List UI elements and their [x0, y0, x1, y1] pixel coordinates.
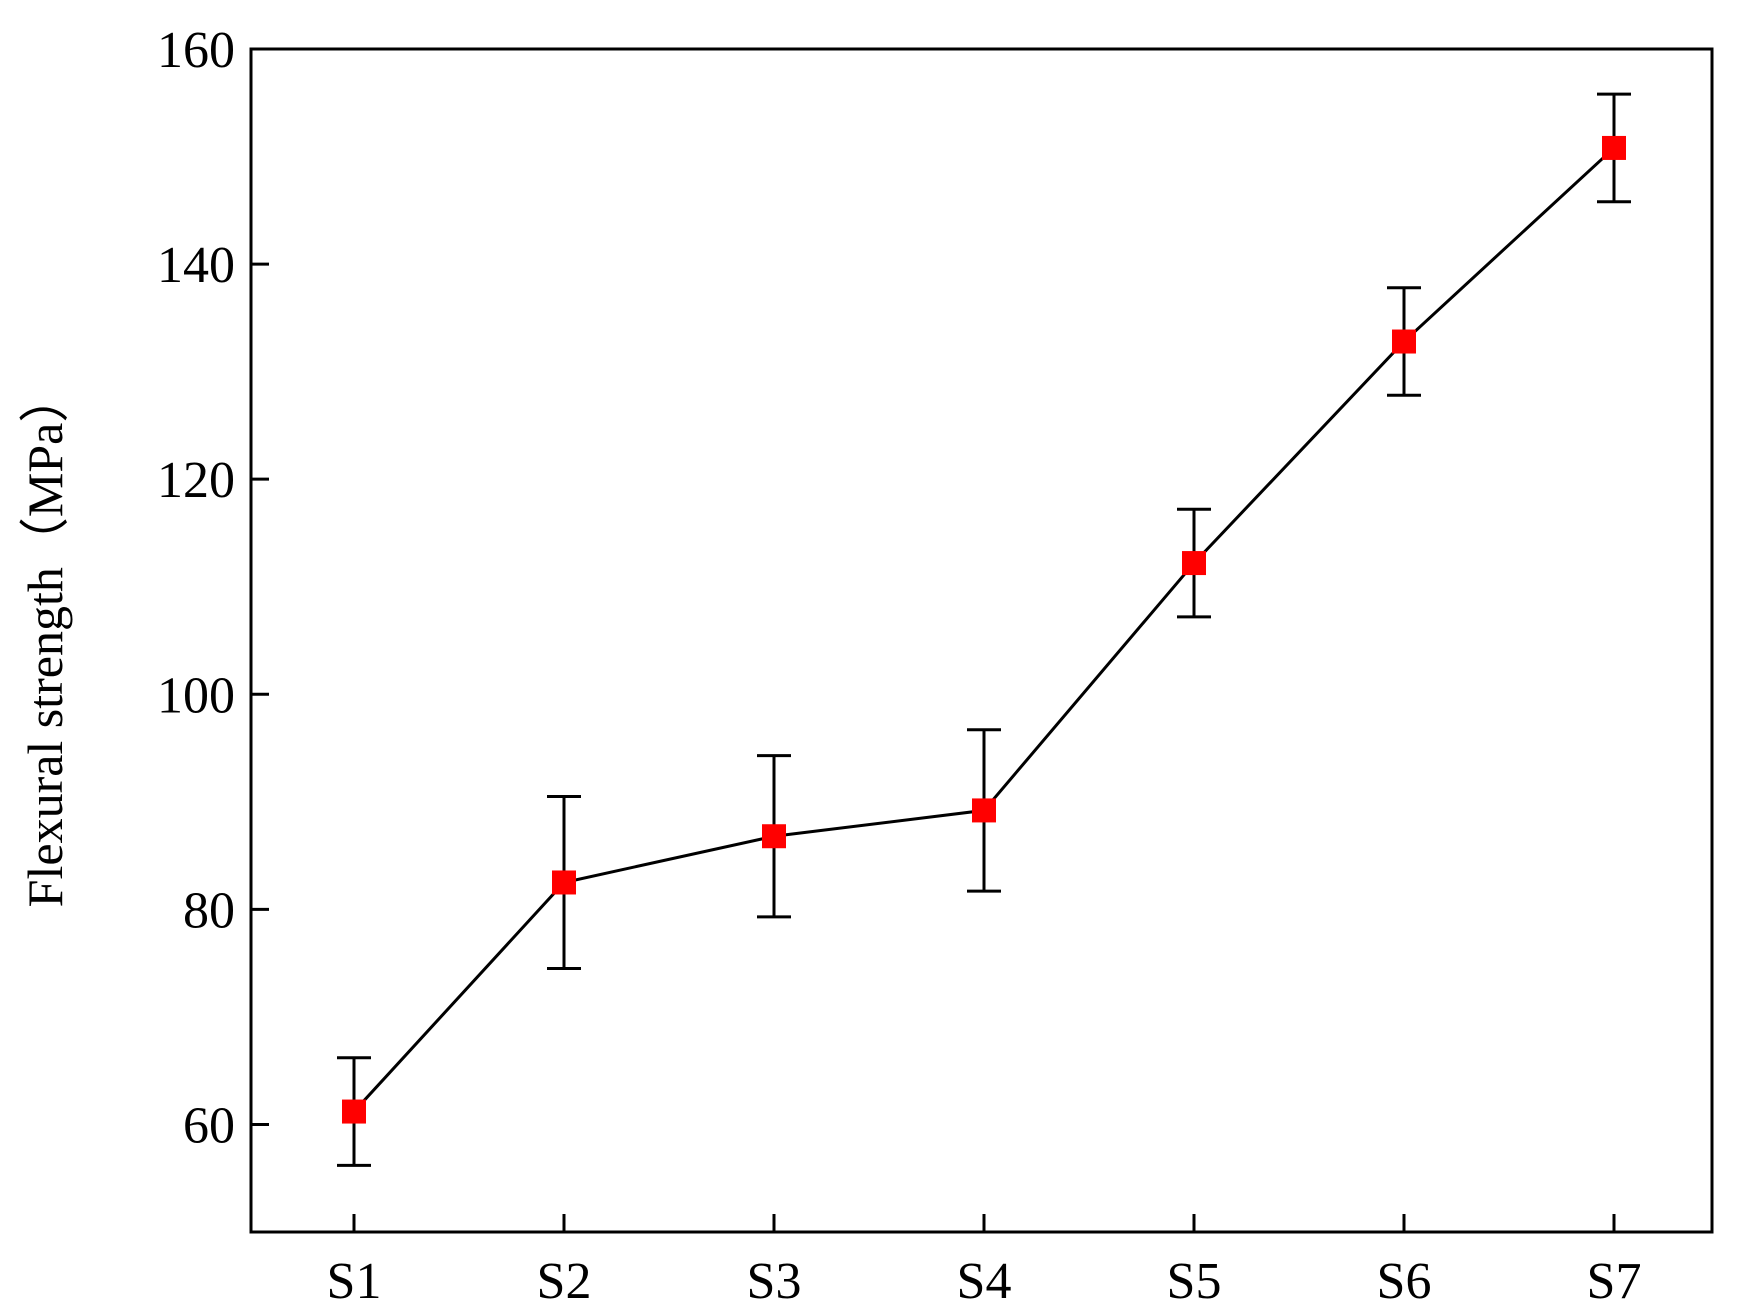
y-tick-label: 80: [183, 882, 235, 939]
x-tick-label: S4: [957, 1253, 1012, 1310]
y-tick-label: 60: [183, 1097, 235, 1154]
data-point: [1182, 551, 1206, 576]
x-tick-label: S7: [1587, 1253, 1642, 1310]
x-tick-label: S1: [327, 1253, 382, 1310]
y-tick-label: 100: [157, 667, 235, 724]
x-tick-label: S5: [1167, 1253, 1222, 1310]
y-tick-label: 140: [157, 237, 235, 294]
series-layer: [337, 92, 1631, 1167]
data-point: [552, 870, 576, 895]
data-point: [1602, 135, 1626, 160]
series-line: [352, 146, 1616, 1113]
x-tick-label: S3: [747, 1253, 802, 1310]
plot-frame: [249, 47, 1714, 1234]
data-point: [342, 1099, 366, 1124]
data-point: [972, 798, 996, 823]
x-tick-label: S2: [537, 1253, 592, 1310]
data-point: [1392, 329, 1416, 354]
data-point: [762, 824, 786, 849]
y-tick-label: 160: [157, 22, 235, 79]
y-tick-label: 120: [157, 452, 235, 509]
x-axis: S1 S2 S3 S4 S5 S6 S7: [327, 1214, 1642, 1310]
y-axis: 60 80 100 120 140 160: [157, 22, 269, 1154]
x-tick-label: S6: [1377, 1253, 1432, 1310]
y-axis-label: Flexural strength（MPa）: [17, 373, 73, 908]
